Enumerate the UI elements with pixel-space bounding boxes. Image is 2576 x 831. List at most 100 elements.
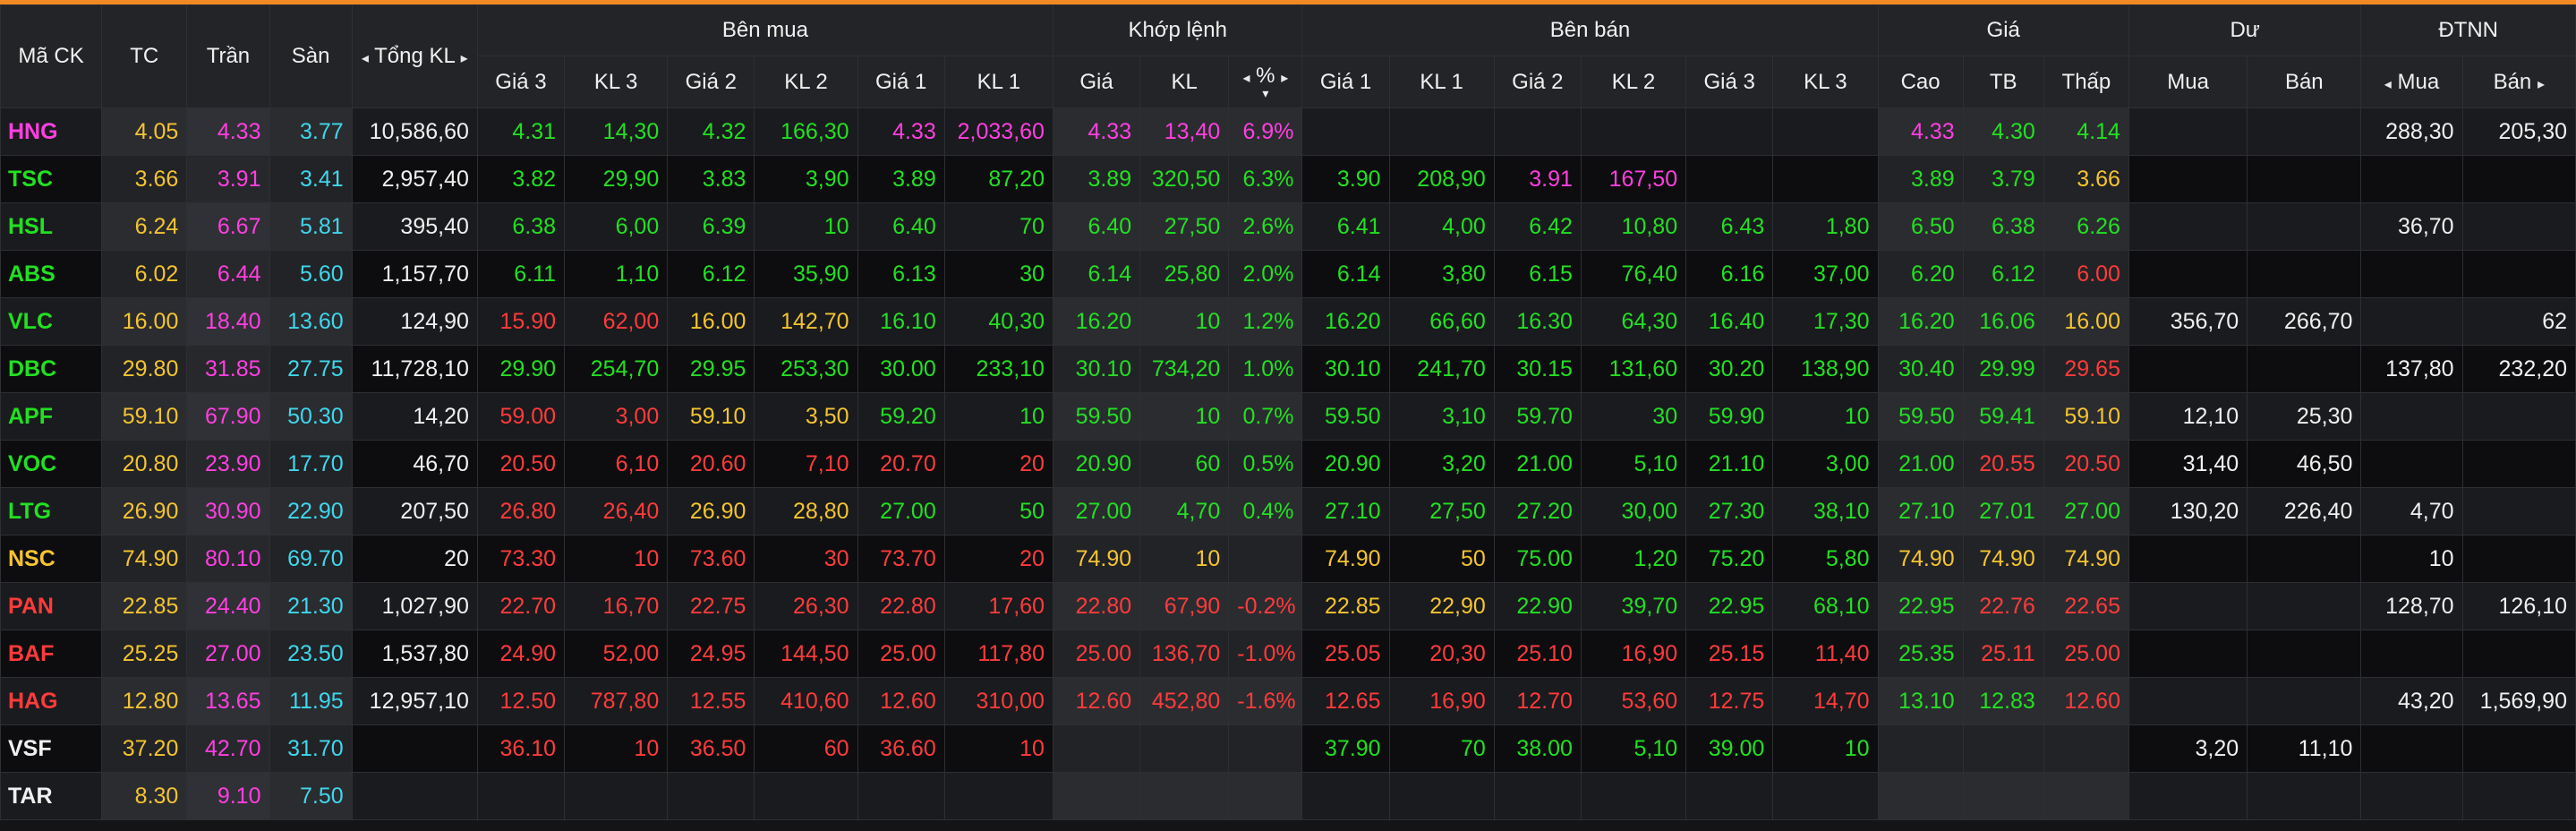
cell-symbol[interactable]: BAF (0, 630, 103, 678)
cell-buy-price-3: 26.80 (476, 487, 566, 535)
cell-ref: 25.25 (101, 630, 188, 678)
cell-buy-vol-1: 20 (943, 440, 1053, 488)
col-sell-price-2[interactable]: Giá 2 (1493, 56, 1582, 108)
col-buy-price-1[interactable]: Giá 1 (857, 56, 945, 108)
cell-symbol[interactable]: LTG (0, 487, 103, 535)
col-sell-vol-1[interactable]: KL 1 (1388, 56, 1495, 108)
table-row[interactable]: TAR 8.30 9.10 7.50 (0, 772, 2576, 820)
table-row[interactable]: VLC 16.00 18.40 13.60 124,90 15.90 62,00 16.00 1… (0, 297, 2576, 346)
cell-buy-vol-1: 17,60 (943, 582, 1053, 630)
cell-buy-vol-1: 87,20 (943, 155, 1053, 203)
col-buy-price-3[interactable]: Giá 3 (476, 56, 566, 108)
cell-sell-price-1: 12.65 (1301, 677, 1390, 725)
cell-remain-buy (2128, 677, 2248, 725)
cell-buy-price-2 (667, 772, 755, 820)
cell-symbol[interactable]: APF (0, 392, 103, 441)
col-sell-price-1[interactable]: Giá 1 (1301, 56, 1390, 108)
cell-symbol[interactable]: HSL (0, 202, 103, 251)
cell-match-volume: 136,70 (1139, 630, 1230, 678)
table-row[interactable]: VSF 37.20 42.70 31.70 36.10 10 36.50 60 36.60 10 3… (0, 724, 2576, 773)
col-match-price[interactable]: Giá (1052, 56, 1141, 108)
cell-match-volume: 4,70 (1139, 487, 1230, 535)
col-sell-vol-2[interactable]: KL 2 (1580, 56, 1687, 108)
cell-symbol[interactable]: VSF (0, 724, 103, 773)
table-row[interactable]: HSL 6.24 6.67 5.81 395,40 6.38 6,00 6.39 10 6.40 7… (0, 202, 2576, 251)
cell-symbol[interactable]: NSC (0, 535, 103, 583)
col-ceiling[interactable]: Trần (186, 4, 270, 108)
col-buy-price-2[interactable]: Giá 2 (667, 56, 755, 108)
col-ref[interactable]: TC (101, 4, 188, 108)
cell-sell-price-1: 25.05 (1301, 630, 1390, 678)
col-symbol[interactable]: Mã CK (0, 4, 103, 108)
table-row[interactable]: BAF 25.25 27.00 23.50 1,537,80 24.90 52,00 24.9… (0, 630, 2576, 678)
table-row[interactable]: LTG 26.90 30.90 22.90 207,50 26.80 26,40 26.90 2… (0, 487, 2576, 535)
cell-buy-vol-3: 6,10 (564, 440, 669, 488)
cell-remain-buy (2128, 107, 2248, 156)
accent-bar (0, 0, 2576, 4)
cell-total-volume: 10,586,60 (351, 107, 478, 156)
cell-sell-vol-3: 38,10 (1772, 487, 1879, 535)
col-sell-vol-3[interactable]: KL 3 (1772, 56, 1879, 108)
table-row[interactable]: VOC 20.80 23.90 17.70 46,70 20.50 6,10 20.60 7,1… (0, 440, 2576, 488)
col-remain-sell[interactable]: Bán (2247, 56, 2362, 108)
table-row[interactable]: HNG 4.05 4.33 3.77 10,586,60 4.31 14,30 4.32 166… (0, 107, 2576, 156)
cell-floor: 22.90 (269, 487, 353, 535)
col-foreign-sell[interactable]: Bán ▸ (2461, 56, 2576, 108)
col-total-volume[interactable]: ◂ Tổng KL ▸ (351, 4, 478, 108)
caret-right-icon[interactable]: ▸ (2537, 76, 2545, 92)
cell-ref: 29.80 (101, 345, 188, 393)
cell-total-volume: 395,40 (351, 202, 478, 251)
col-buy-vol-3[interactable]: KL 3 (564, 56, 669, 108)
table-row[interactable]: NSC 74.90 80.10 69.70 20 73.30 10 73.60 30 73.70 2… (0, 535, 2576, 583)
group-sell: Bên bán (1301, 4, 1879, 56)
cell-sell-vol-2: 30 (1580, 392, 1687, 441)
col-match-percent[interactable]: ◂ % ▸ ▾ (1228, 56, 1303, 108)
cell-symbol[interactable]: TAR (0, 772, 103, 820)
table-row[interactable]: APF 59.10 67.90 50.30 14,20 59.00 3,00 59.10 3,5… (0, 392, 2576, 441)
col-match-volume[interactable]: KL (1139, 56, 1230, 108)
cell-buy-vol-1: 2,033,60 (943, 107, 1053, 156)
cell-foreign-buy (2360, 772, 2463, 820)
sort-down-icon[interactable]: ▾ (1262, 86, 1269, 100)
cell-symbol[interactable]: PAN (0, 582, 103, 630)
cell-sell-vol-2: 39,70 (1580, 582, 1687, 630)
cell-symbol[interactable]: VOC (0, 440, 103, 488)
table-row[interactable]: TSC 3.66 3.91 3.41 2,957,40 3.82 29,90 3.83 3,90… (0, 155, 2576, 203)
cell-symbol[interactable]: TSC (0, 155, 103, 203)
cell-buy-price-3: 29.90 (476, 345, 566, 393)
cell-symbol[interactable]: HNG (0, 107, 103, 156)
caret-right-icon[interactable]: ▸ (1281, 71, 1289, 86)
cell-symbol[interactable]: HAG (0, 677, 103, 725)
cell-sell-vol-2: 30,00 (1580, 487, 1687, 535)
cell-foreign-sell: 1,569,90 (2461, 677, 2576, 725)
cell-symbol[interactable]: DBC (0, 345, 103, 393)
table-row[interactable]: ABS 6.02 6.44 5.60 1,157,70 6.11 1,10 6.12 35,90… (0, 250, 2576, 298)
cell-remain-buy (2128, 772, 2248, 820)
col-sell-price-3[interactable]: Giá 3 (1685, 56, 1774, 108)
col-average[interactable]: TB (1962, 56, 2044, 108)
cell-remain-sell: 266,70 (2247, 297, 2362, 346)
cell-sell-price-1: 22.85 (1301, 582, 1390, 630)
table-row[interactable]: DBC 29.80 31.85 27.75 11,728,10 29.90 254,70 29… (0, 345, 2576, 393)
col-low[interactable]: Thấp (2043, 56, 2129, 108)
cell-ceiling: 31.85 (186, 345, 270, 393)
cell-ceiling: 80.10 (186, 535, 270, 583)
col-buy-vol-2[interactable]: KL 2 (754, 56, 858, 108)
col-high[interactable]: Cao (1877, 56, 1964, 108)
col-foreign-buy[interactable]: ◂ Mua (2360, 56, 2463, 108)
cell-symbol[interactable]: ABS (0, 250, 103, 298)
cell-symbol[interactable]: VLC (0, 297, 103, 346)
table-row[interactable]: HAG 12.80 13.65 11.95 12,957,10 12.50 787,80 12… (0, 677, 2576, 725)
col-remain-buy[interactable]: Mua (2128, 56, 2248, 108)
col-floor[interactable]: Sàn (269, 4, 353, 108)
caret-right-icon[interactable]: ▸ (460, 51, 468, 66)
cell-buy-vol-1: 310,00 (943, 677, 1053, 725)
cell-match-price: 3.89 (1052, 155, 1141, 203)
cell-remain-sell (2247, 155, 2362, 203)
caret-left-icon[interactable]: ◂ (1242, 71, 1250, 86)
caret-left-icon[interactable]: ◂ (2384, 76, 2392, 92)
table-row[interactable]: PAN 22.85 24.40 21.30 1,027,90 22.70 16,70 22.7… (0, 582, 2576, 630)
col-buy-vol-1[interactable]: KL 1 (943, 56, 1053, 108)
caret-left-icon[interactable]: ◂ (361, 51, 369, 66)
cell-buy-vol-1: 50 (943, 487, 1053, 535)
